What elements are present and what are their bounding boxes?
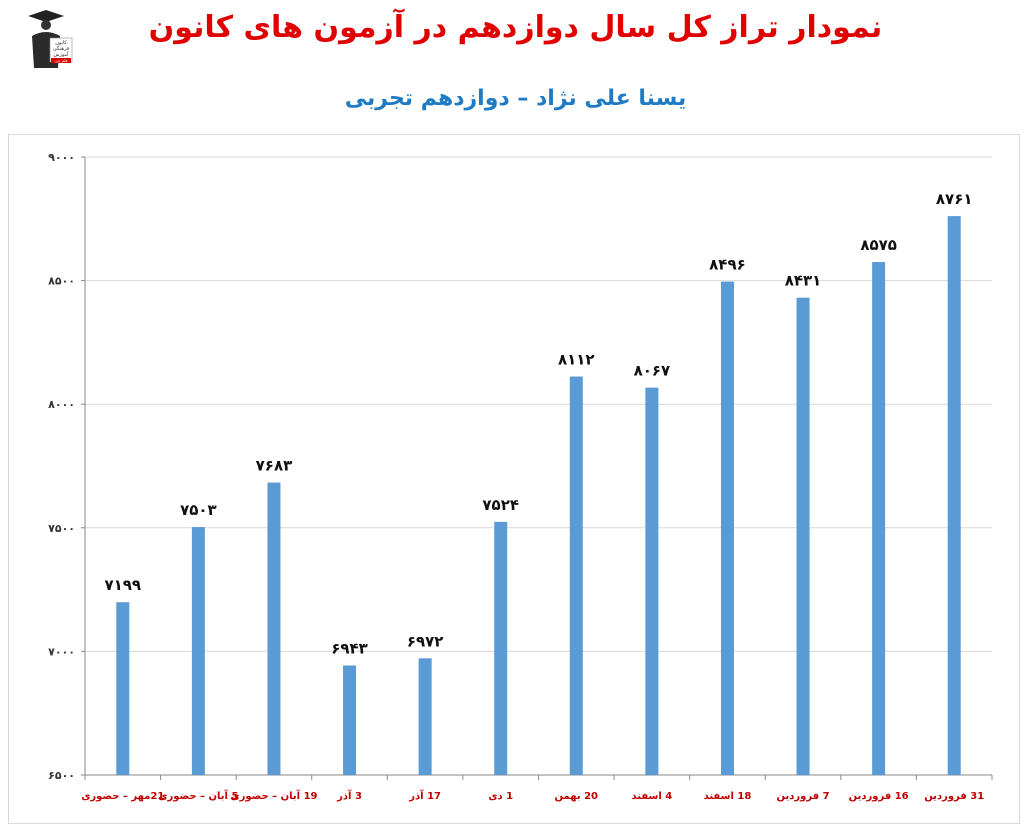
chart-frame (8, 134, 1020, 824)
graduate-figure-icon: کانون فرهنگی آموزش قلم چی (28, 10, 73, 68)
bar (343, 665, 357, 775)
x-tick-label: 20 بهمن (555, 791, 599, 802)
chart-title: نمودار تراز کل سال دوازدهم در آزمون های … (148, 10, 883, 45)
y-tick-label: ۹۰۰۰ (48, 151, 75, 164)
y-tick-label: ۸۵۰۰ (48, 275, 75, 288)
data-label: ۸۰۶۷ (634, 362, 671, 380)
data-label: ۸۴۳۱ (785, 272, 822, 290)
bar (267, 482, 281, 775)
bar (720, 281, 734, 775)
x-tick-label: 16 فروردین (849, 791, 909, 802)
bar (796, 297, 810, 775)
data-label: ۸۷۶۱ (936, 190, 973, 208)
bar (116, 602, 130, 775)
bar (872, 262, 886, 775)
bar (494, 521, 508, 775)
x-tick-label: 21مهر – حضوری (81, 791, 164, 802)
x-tick-label: 17 آذر (408, 789, 441, 802)
data-label: ۸۱۱۲ (558, 351, 595, 369)
bar (947, 216, 961, 775)
logo: کانون فرهنگی آموزش قلم چی (28, 10, 73, 68)
x-tick-label: 4 اسفند (631, 791, 672, 802)
logo-line-4: قلم چی (55, 58, 68, 63)
bar (645, 387, 659, 775)
data-label: ۸۵۷۵ (860, 236, 897, 254)
data-label: ۷۱۹۹ (104, 576, 141, 594)
data-label: ۸۴۹۶ (709, 256, 746, 274)
y-tick-label: ۷۵۰۰ (48, 522, 75, 535)
bar (418, 658, 432, 775)
data-label: ۶۹۷۲ (407, 632, 444, 650)
x-tick-label: 7 فروردین (777, 791, 830, 802)
data-label: ۷۶۸۳ (256, 457, 293, 475)
bar (569, 376, 583, 775)
logo-line-1: کانون (55, 40, 67, 46)
data-label: ۷۵۲۴ (482, 496, 519, 514)
data-label: ۷۵۰۳ (180, 501, 217, 519)
x-tick-label: 31 فروردین (924, 791, 984, 802)
x-tick-label: 18 اسفند (704, 791, 752, 802)
y-tick-label: ۷۰۰۰ (48, 645, 75, 658)
x-tick-label: 5 آبان – حضوری (158, 789, 238, 802)
x-tick-label: 3 آذر (336, 789, 362, 802)
chart-subtitle: یسنا علی نژاد – دوازدهم تجربی (344, 86, 687, 111)
y-tick-label: ۸۰۰۰ (48, 398, 75, 411)
logo-line-2: فرهنگی (53, 45, 70, 52)
x-tick-label: 19 آبان – حضوری (230, 789, 317, 802)
bar (191, 527, 205, 775)
y-tick-label: ۶۵۰۰ (48, 769, 75, 782)
logo-line-3: آموزش (53, 51, 69, 58)
x-tick-label: 1 دی (488, 791, 513, 802)
data-label: ۶۹۴۳ (331, 639, 368, 657)
